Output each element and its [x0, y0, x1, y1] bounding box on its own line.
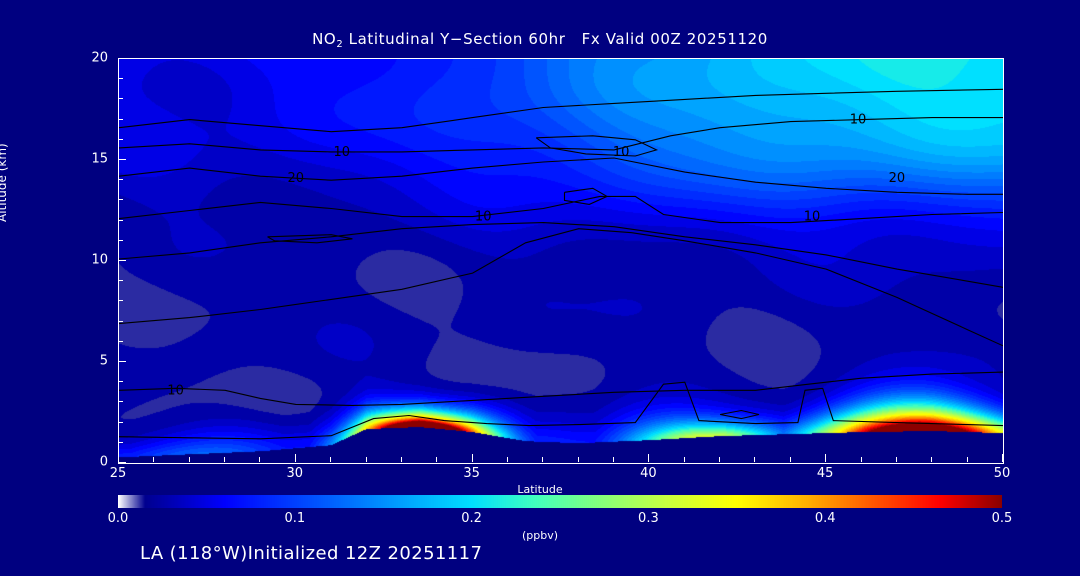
y-tick-label: 10 [91, 252, 108, 268]
x-minor-tick [754, 457, 756, 462]
x-minor-tick [365, 457, 367, 462]
y-tick-label: 15 [91, 151, 108, 167]
y-tick-label: 20 [91, 50, 108, 66]
chart-title: NO2 Latitudinal Y−Section 60hr Fx Valid … [0, 30, 1080, 50]
y-minor-tick [119, 300, 123, 302]
x-minor-tick [259, 457, 261, 462]
y-minor-tick [119, 138, 123, 140]
y-minor-tick [119, 219, 123, 221]
x-tick-label: 35 [463, 466, 480, 481]
y-minor-tick [119, 421, 123, 423]
x-tick-label: 50 [993, 466, 1011, 481]
x-tick-label: 30 [286, 466, 304, 481]
x-minor-tick [719, 457, 721, 462]
y-minor-tick [119, 78, 123, 80]
y-tick [119, 159, 126, 160]
x-minor-tick [224, 457, 226, 462]
x-tick [1002, 454, 1003, 462]
y-minor-tick [119, 381, 123, 383]
y-tick [119, 361, 126, 362]
y-minor-tick [119, 320, 123, 322]
x-minor-tick [506, 457, 508, 462]
x-minor-tick [683, 457, 685, 462]
y-tick [119, 58, 126, 59]
x-tick [825, 454, 827, 462]
x-minor-tick [613, 457, 615, 462]
colorbar-tick-label: 0.4 [814, 511, 836, 526]
x-axis-label: Latitude [517, 483, 563, 496]
colorbar-gradient [118, 495, 1002, 508]
title-rest: Latitudinal Y−Section 60hr Fx Valid 00Z … [343, 30, 768, 48]
x-minor-tick [860, 457, 862, 462]
colorbar-tick-label: 0.5 [991, 511, 1013, 526]
y-minor-tick [119, 179, 123, 181]
x-minor-tick [436, 457, 438, 462]
colorbar-units-label: (ppbv) [521, 529, 559, 542]
x-minor-tick [153, 457, 155, 462]
y-minor-tick [119, 340, 123, 342]
plot-area: 10 20 10 10 10 10 20 10 [118, 58, 1004, 464]
y-minor-tick [119, 280, 123, 282]
y-minor-tick [119, 239, 123, 241]
y-minor-tick [119, 441, 123, 443]
figure-caption: LA (118°W)Initialized 12Z 20251117 [140, 543, 483, 564]
y-tick [119, 462, 126, 463]
x-tick-label: 40 [640, 466, 657, 481]
x-tick [294, 454, 296, 462]
x-minor-tick [966, 457, 968, 462]
x-minor-tick [188, 457, 190, 462]
x-minor-tick [400, 457, 402, 462]
y-minor-tick [119, 199, 123, 201]
y-axis-label: Altitude (km) [0, 143, 9, 222]
colorbar [118, 495, 1002, 508]
x-tick [471, 454, 473, 462]
y-minor-tick [119, 401, 123, 403]
no2-field-heatmap [119, 59, 1003, 463]
x-tick-label: 25 [109, 466, 127, 481]
y-minor-tick [119, 98, 123, 100]
y-tick [119, 260, 126, 261]
colorbar-tick-label: 0.3 [638, 511, 659, 526]
colorbar-tick-label: 0.2 [461, 511, 482, 526]
x-minor-tick [542, 457, 544, 462]
x-minor-tick [931, 457, 933, 462]
x-tick [118, 454, 119, 462]
x-tick-label: 45 [816, 466, 834, 481]
x-tick [648, 454, 650, 462]
x-minor-tick [895, 457, 897, 462]
colorbar-tick-label: 0.0 [107, 511, 129, 526]
y-tick-label: 5 [99, 353, 108, 369]
x-minor-tick [789, 457, 791, 462]
y-tick-label: 0 [99, 454, 108, 470]
title-subscript: 2 [336, 39, 344, 50]
colorbar-tick-label: 0.1 [284, 511, 306, 526]
x-minor-tick [330, 457, 332, 462]
x-minor-tick [577, 457, 579, 462]
title-species: NO [312, 30, 337, 48]
y-minor-tick [119, 118, 123, 120]
